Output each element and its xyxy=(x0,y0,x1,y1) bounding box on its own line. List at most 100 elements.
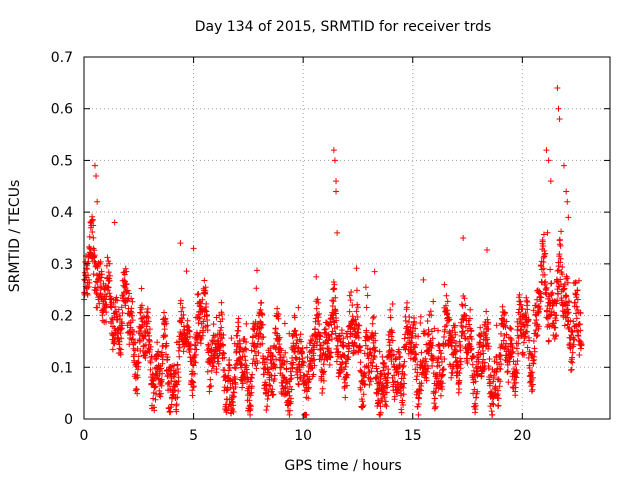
data-point xyxy=(232,375,239,382)
data-point xyxy=(343,374,350,381)
data-point xyxy=(557,255,564,262)
data-point xyxy=(362,342,369,349)
data-point xyxy=(376,399,383,406)
data-point xyxy=(264,403,271,410)
chart-title: Day 134 of 2015, SRMTID for receiver trd… xyxy=(195,19,492,35)
data-point xyxy=(389,301,396,308)
data-point xyxy=(574,287,581,294)
data-point xyxy=(189,387,196,394)
data-point xyxy=(481,359,488,366)
data-point xyxy=(303,344,310,351)
data-point xyxy=(148,353,155,360)
data-point xyxy=(373,365,380,372)
data-point xyxy=(391,372,398,379)
data-point xyxy=(273,356,280,363)
data-point xyxy=(237,340,244,347)
data-point xyxy=(264,354,271,361)
data-point xyxy=(452,354,459,361)
data-point xyxy=(299,350,306,357)
data-point xyxy=(371,268,378,275)
data-point xyxy=(223,407,230,414)
data-point xyxy=(439,386,446,393)
data-point xyxy=(535,309,542,316)
data-point xyxy=(391,378,398,385)
data-point xyxy=(400,401,407,408)
data-point xyxy=(456,385,463,392)
data-point xyxy=(352,334,359,341)
data-point xyxy=(473,368,480,375)
data-point xyxy=(557,242,564,249)
data-point xyxy=(540,231,547,238)
data-point xyxy=(563,188,570,195)
data-point xyxy=(90,271,97,278)
data-point xyxy=(129,298,136,305)
data-point xyxy=(142,354,149,361)
data-point xyxy=(338,330,345,337)
data-point xyxy=(115,334,122,341)
data-point xyxy=(266,382,273,389)
data-point xyxy=(529,369,536,376)
data-point xyxy=(164,356,171,363)
data-point xyxy=(304,379,311,386)
data-point xyxy=(404,323,411,330)
data-point xyxy=(396,354,403,361)
data-point xyxy=(307,337,314,344)
data-point xyxy=(483,308,490,315)
data-point xyxy=(436,369,443,376)
data-point xyxy=(192,351,199,358)
data-point xyxy=(205,342,212,349)
data-point xyxy=(218,299,225,306)
data-point xyxy=(477,339,484,346)
data-point xyxy=(194,339,201,346)
data-point xyxy=(507,354,514,361)
data-point xyxy=(474,388,481,395)
data-point xyxy=(333,178,340,185)
data-point xyxy=(118,304,125,311)
data-point xyxy=(210,321,217,328)
data-point xyxy=(472,402,479,409)
data-point xyxy=(500,317,507,324)
data-point xyxy=(121,271,128,278)
data-point xyxy=(123,268,130,275)
data-point xyxy=(425,365,432,372)
data-point xyxy=(495,402,502,409)
data-point xyxy=(486,356,493,363)
data-point xyxy=(547,266,554,273)
data-point xyxy=(564,302,571,309)
data-point xyxy=(385,370,392,377)
data-point xyxy=(317,333,324,340)
data-point xyxy=(570,318,577,325)
data-point xyxy=(421,329,428,336)
data-point xyxy=(513,345,520,352)
data-point xyxy=(134,390,141,397)
data-point xyxy=(467,346,474,353)
data-point xyxy=(560,162,567,169)
data-point xyxy=(543,147,550,154)
data-point xyxy=(569,349,576,356)
data-point xyxy=(489,400,496,407)
data-point xyxy=(362,381,369,388)
data-point xyxy=(220,349,227,356)
x-axis-label: GPS time / hours xyxy=(284,458,401,474)
data-point xyxy=(553,332,560,339)
data-point xyxy=(85,283,92,290)
data-point xyxy=(439,371,446,378)
data-point xyxy=(555,105,562,112)
data-point xyxy=(564,279,571,286)
data-point xyxy=(459,324,466,331)
data-point xyxy=(529,374,536,381)
data-point xyxy=(454,364,461,371)
data-point xyxy=(123,281,130,288)
data-point xyxy=(356,322,363,329)
data-point xyxy=(371,347,378,354)
data-point xyxy=(412,344,419,351)
data-point xyxy=(290,359,297,366)
data-point xyxy=(235,323,242,330)
data-point xyxy=(144,309,151,316)
data-point xyxy=(363,327,370,334)
data-point xyxy=(502,324,509,331)
data-point xyxy=(517,326,524,333)
data-point xyxy=(572,279,579,286)
data-point xyxy=(354,314,361,321)
data-point xyxy=(371,344,378,351)
